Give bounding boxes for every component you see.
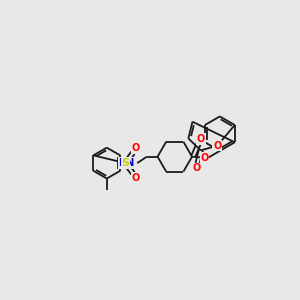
Text: O: O bbox=[132, 143, 140, 153]
Text: S: S bbox=[122, 158, 129, 168]
Text: O: O bbox=[213, 141, 221, 151]
Text: O: O bbox=[200, 153, 208, 163]
Text: O: O bbox=[132, 173, 140, 183]
Text: O: O bbox=[192, 164, 200, 173]
Text: O: O bbox=[196, 134, 205, 144]
Text: HN: HN bbox=[118, 158, 135, 168]
